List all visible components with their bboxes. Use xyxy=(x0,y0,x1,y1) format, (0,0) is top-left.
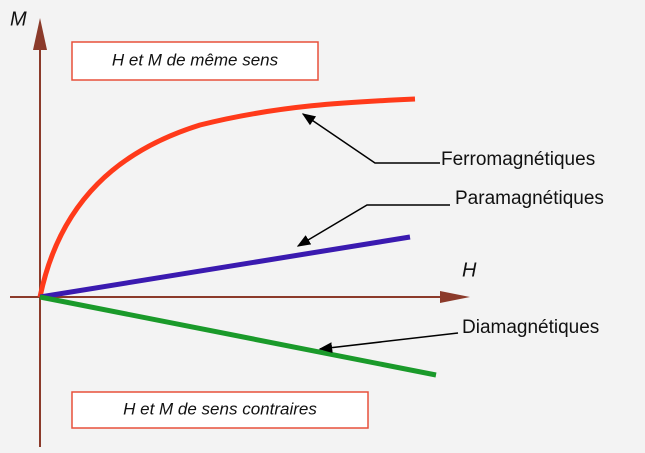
box-text: H et M de sens contraires xyxy=(123,399,317,418)
curve-label: Diamagnétiques xyxy=(462,317,599,338)
ferro-curve xyxy=(37,96,416,298)
box xyxy=(71,41,319,81)
leader xyxy=(296,204,450,247)
leader xyxy=(318,332,459,353)
y-arrow xyxy=(33,18,47,50)
curve-label: Paramagnétiques xyxy=(455,188,604,209)
curve-label: Ferromagnétiques xyxy=(441,149,595,170)
box-text: H et M de même sens xyxy=(112,50,279,69)
x-label: H xyxy=(462,259,477,281)
x-arrow xyxy=(440,291,470,303)
y-label: M xyxy=(10,8,27,30)
dia-line xyxy=(39,294,437,378)
box xyxy=(71,391,369,429)
para-line xyxy=(39,234,411,300)
leader xyxy=(301,113,440,164)
